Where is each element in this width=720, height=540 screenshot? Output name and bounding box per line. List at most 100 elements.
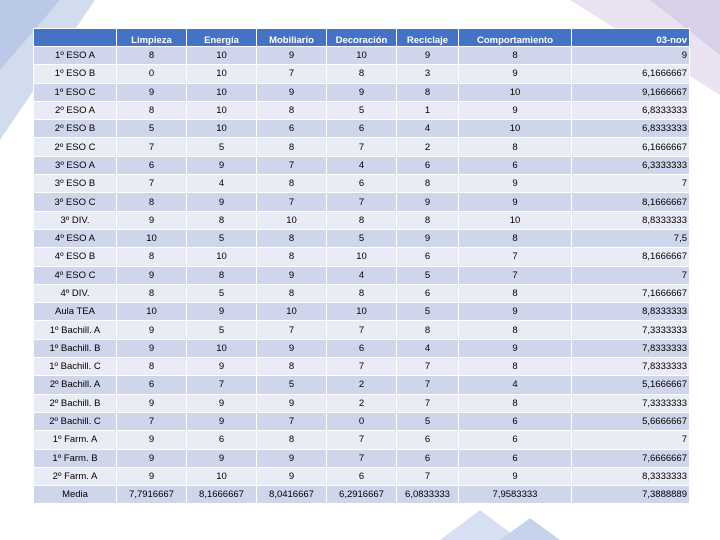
header-cell: Decoración (326, 28, 397, 47)
table-cell: 8 (256, 100, 327, 121)
table-row: 1º Bachill. A 9 5 7 7 8 8 7,3333333 (33, 320, 690, 340)
table-cell: 8 (256, 357, 327, 377)
table-cell: 4 (326, 155, 397, 176)
table-row: 4º ESO A 10 5 8 5 9 8 7,5 (33, 228, 690, 249)
table-cell: 7 (571, 265, 690, 285)
table-cell: 8 (396, 82, 459, 102)
group-label-cell: 2º Bachill. B (33, 393, 117, 413)
table-cell: 6 (458, 430, 572, 450)
scores-table: Limpieza Energía Mobiliario Decoración Recic… (33, 28, 690, 505)
table-cell: 9 (116, 393, 187, 413)
table-cell: 10 (256, 210, 327, 230)
group-label-cell: 3º ESO B (33, 174, 117, 194)
table-cell: 6,8333333 (571, 100, 690, 121)
table-row: 2º ESO C 7 5 8 7 2 8 6,1666667 (33, 137, 690, 157)
table-cell: 9 (458, 466, 572, 487)
table-cell: 10 (326, 45, 397, 66)
table-cell: 7 (326, 448, 397, 468)
table-cell: 6 (326, 174, 397, 194)
table-cell: 5 (256, 375, 327, 395)
table-cell: 8 (326, 283, 397, 304)
table-cell: 5 (326, 100, 397, 121)
table-cell: 7,9583333 (458, 485, 572, 505)
group-label-cell: 2º Bachill. C (33, 411, 117, 432)
table-cell: 4 (458, 375, 572, 395)
table-cell: 9 (186, 155, 257, 176)
table-cell: 7,5 (571, 228, 690, 249)
table-cell: 8 (458, 357, 572, 377)
table-row: 2º ESO A 8 10 8 5 1 9 6,8333333 (33, 100, 690, 121)
table-cell: 8 (256, 283, 327, 304)
table-cell: 9 (256, 45, 327, 66)
table-cell: 9 (186, 357, 257, 377)
table-cell: 9 (571, 45, 690, 66)
table-row: 2º Bachill. B 9 9 9 2 7 8 7,3333333 (33, 393, 690, 413)
header-cell: 03-nov (571, 28, 690, 47)
table-cell: 9 (458, 174, 572, 194)
table-cell: 7 (396, 357, 459, 377)
table-row: 1º ESO B 0 10 7 8 3 9 6,1666667 (33, 64, 690, 84)
table-cell: 7,3333333 (571, 320, 690, 340)
table-cell: 10 (186, 45, 257, 66)
table-cell: 7 (256, 155, 327, 176)
table-cell: 6 (186, 430, 257, 450)
table-cell: 8 (458, 283, 572, 304)
table-cell: 5 (186, 137, 257, 157)
table-cell: 9 (256, 82, 327, 102)
group-label-cell: 3º DIV. (33, 210, 117, 230)
decorative-triangle-bottom-small (500, 518, 560, 540)
table-cell: 9 (116, 338, 187, 359)
table-row: 1º ESO A 8 10 9 10 9 8 9 (33, 45, 690, 66)
table-cell: 0 (116, 64, 187, 84)
table-cell: 10 (256, 302, 327, 322)
group-label-cell: 2º ESO C (33, 137, 117, 157)
table-cell: 5 (186, 228, 257, 249)
table-cell: 9 (256, 338, 327, 359)
group-label-cell: 4º ESO A (33, 228, 117, 249)
table-cell: 6 (396, 247, 459, 267)
table-cell: 10 (116, 302, 187, 322)
table-cell: 9 (116, 430, 187, 450)
table-cell: 6 (326, 119, 397, 139)
table-cell: 7 (396, 393, 459, 413)
table-cell: 6 (396, 155, 459, 176)
table-cell: 6 (458, 155, 572, 176)
table-row: 3º DIV. 9 8 10 8 8 10 8,8333333 (33, 210, 690, 230)
table-cell: 6 (458, 448, 572, 468)
table-cell: 7 (256, 411, 327, 432)
table-cell: 8 (116, 192, 187, 212)
table-cell: 9 (186, 393, 257, 413)
table-cell: 7 (458, 247, 572, 267)
group-label-cell: 1º Bachill. C (33, 357, 117, 377)
table-cell: 5 (396, 302, 459, 322)
table-cell: 6 (256, 119, 327, 139)
group-label-cell: 4º ESO B (33, 247, 117, 267)
table-cell: 5 (186, 320, 257, 340)
group-label-cell: 1º ESO A (33, 45, 117, 66)
table-cell: 6,0833333 (396, 485, 459, 505)
table-cell: 9 (396, 45, 459, 66)
header-cell-group (33, 28, 117, 47)
table-cell: 10 (186, 247, 257, 267)
table-cell: 7 (326, 430, 397, 450)
table-cell: 7 (458, 265, 572, 285)
table-row: 2º Bachill. C 7 9 7 0 5 6 5,6666667 (33, 411, 690, 432)
table-cell: 9 (116, 82, 187, 102)
table-cell: 8 (326, 210, 397, 230)
table-cell: 5 (326, 228, 397, 249)
table-cell: 5 (396, 265, 459, 285)
table-row: 3º ESO C 8 9 7 7 9 9 8,1666667 (33, 192, 690, 212)
group-label-cell: 1º Farm. A (33, 430, 117, 450)
table-cell: 6 (396, 430, 459, 450)
table-cell: 8,3333333 (571, 466, 690, 487)
header-row: Limpieza Energía Mobiliario Decoración Recic… (33, 28, 690, 47)
group-label-cell: 3º ESO C (33, 192, 117, 212)
table-cell: 1 (396, 100, 459, 121)
table-cell: 6 (116, 375, 187, 395)
group-label-cell: 1º Bachill. A (33, 320, 117, 340)
table-cell: 8,1666667 (571, 247, 690, 267)
table-cell: 9 (116, 265, 187, 285)
table-cell: 10 (186, 338, 257, 359)
table-cell: 7,8333333 (571, 338, 690, 359)
